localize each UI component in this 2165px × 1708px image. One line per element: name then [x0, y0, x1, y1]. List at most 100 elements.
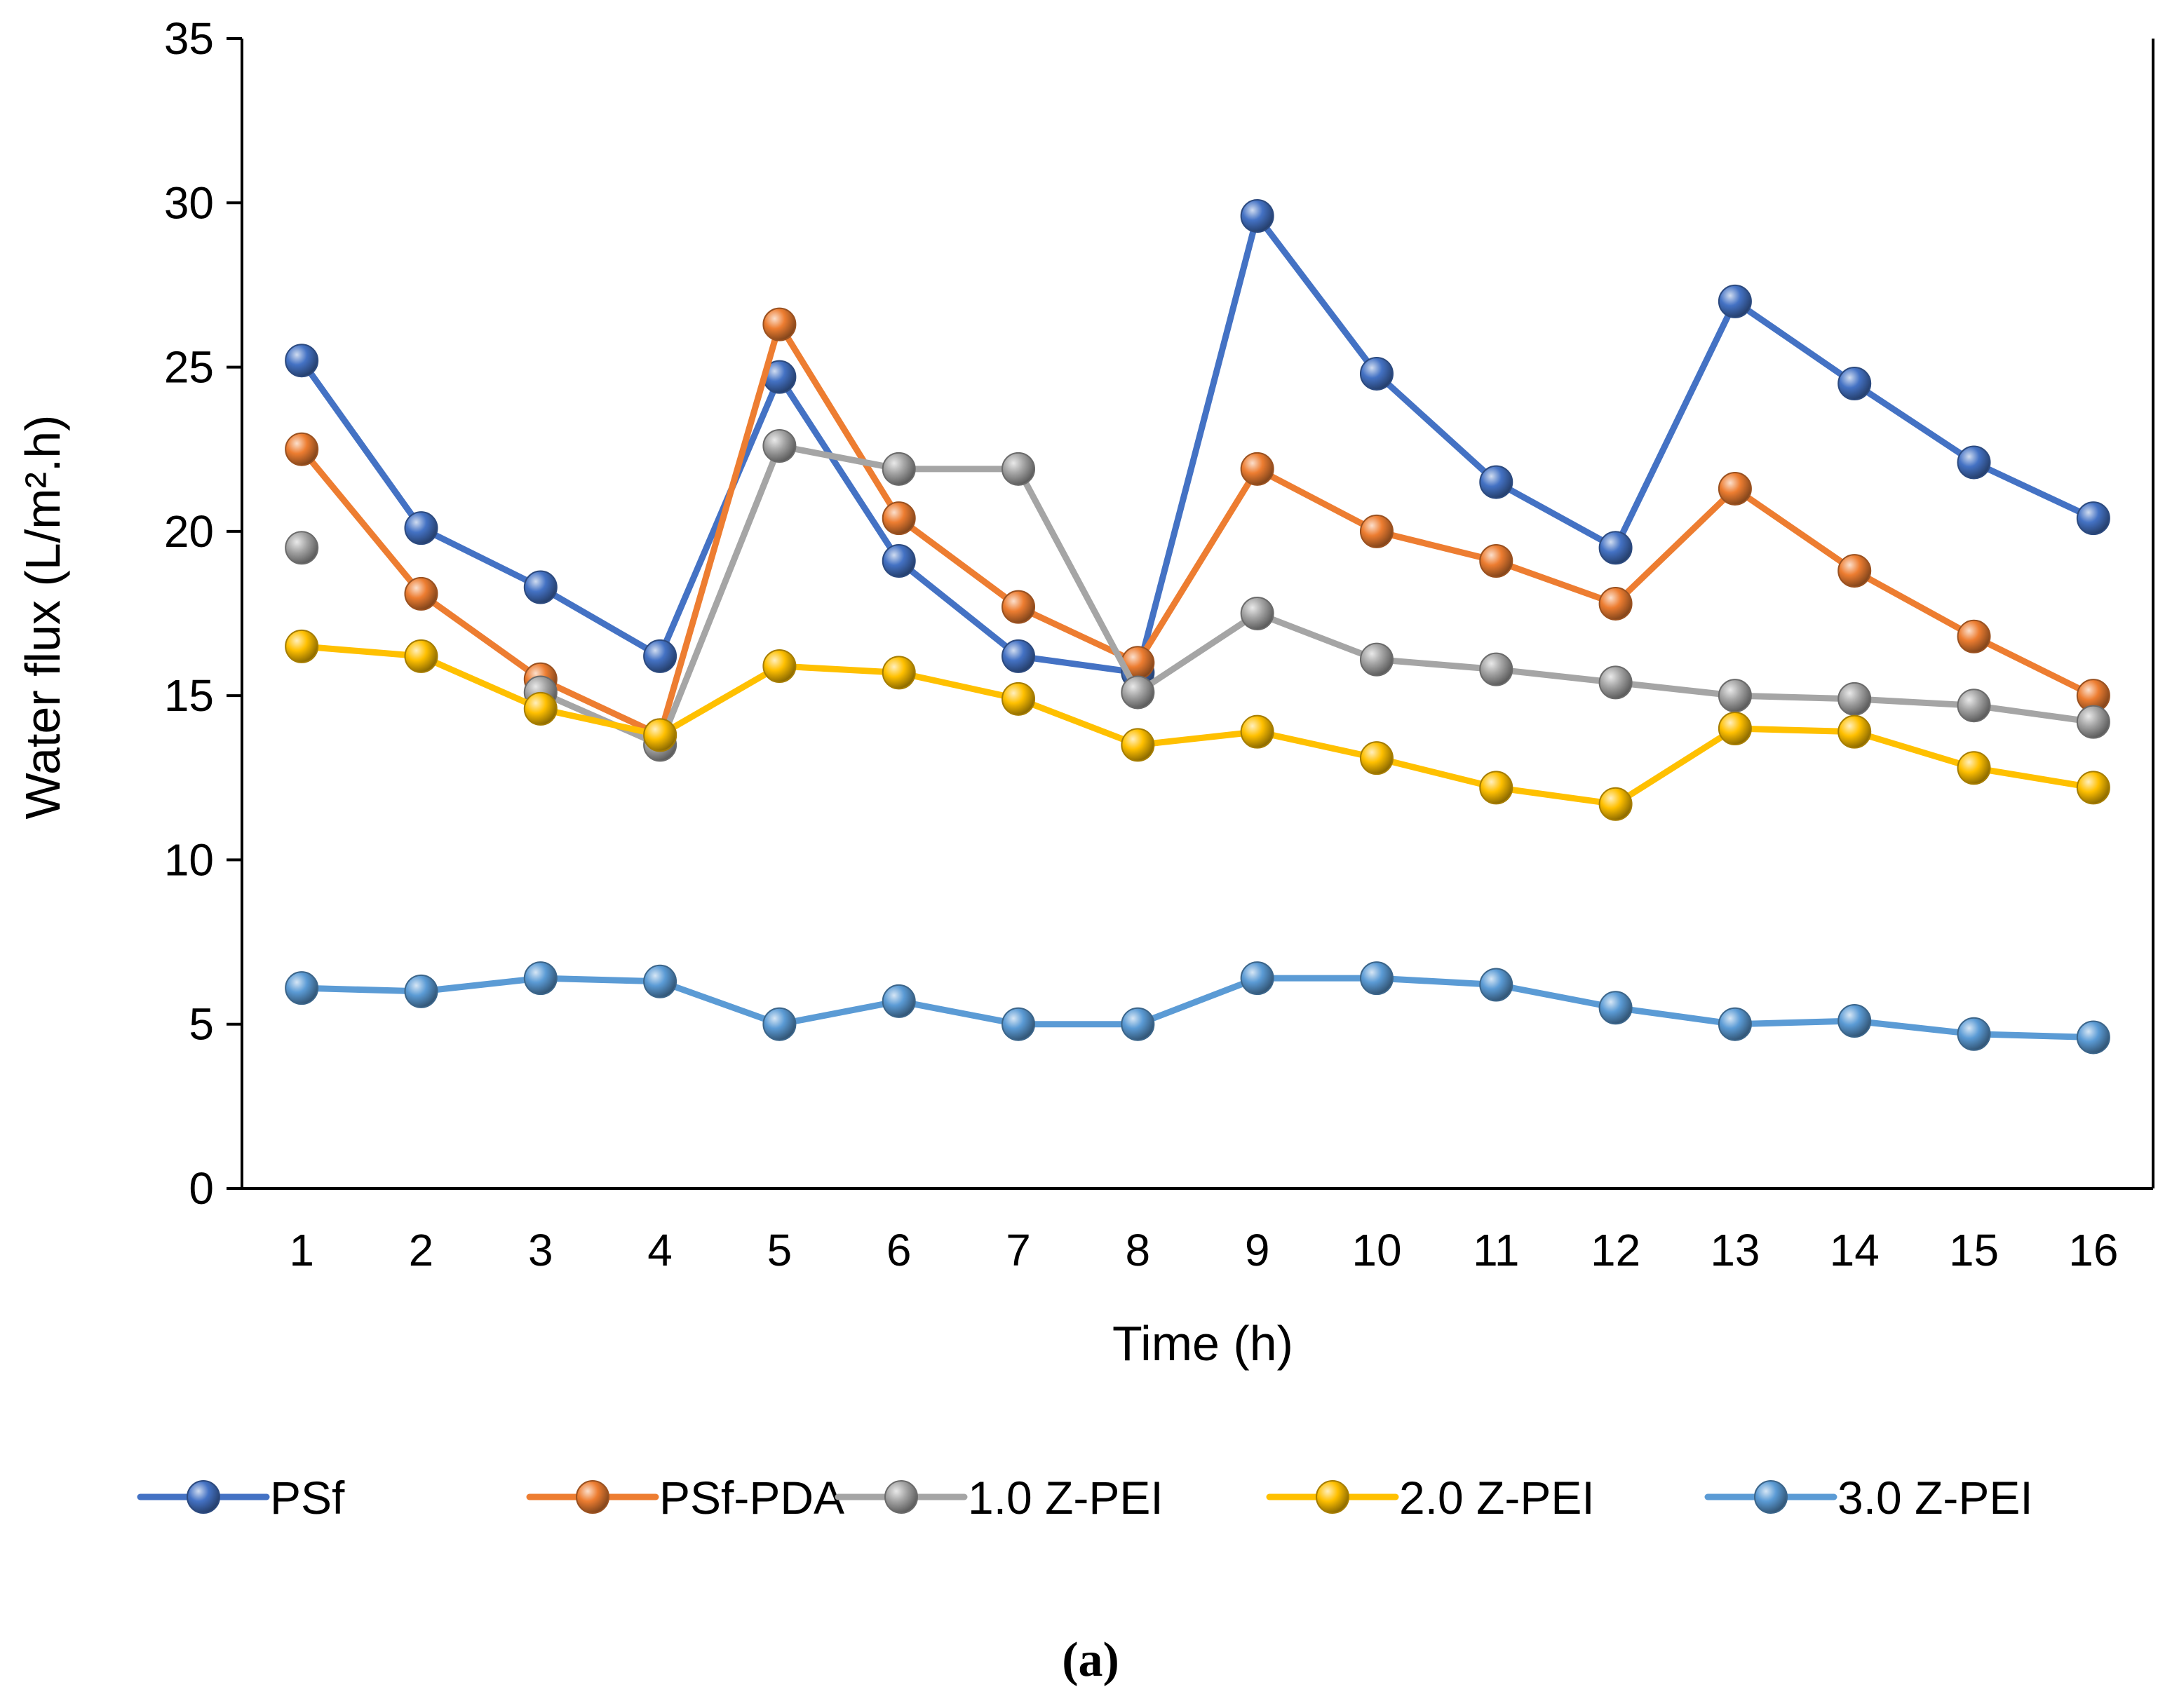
data-point [762, 649, 797, 683]
data-point [285, 344, 319, 378]
data-point [1001, 639, 1036, 673]
x-tick-label: 7 [1006, 1225, 1031, 1275]
y-tick-label: 35 [164, 13, 214, 64]
legend-item: 2.0 Z-PEI [1266, 1472, 1595, 1524]
x-tick-label: 1 [289, 1225, 314, 1275]
data-point [2076, 501, 2110, 536]
data-point [882, 544, 916, 578]
data-point [1718, 679, 1752, 713]
series-line [298, 643, 2097, 808]
data-point [285, 971, 319, 1005]
series-line [298, 321, 2097, 738]
series-1-0-z-pei [285, 429, 2110, 762]
data-point [882, 452, 916, 486]
data-point [523, 961, 558, 996]
y-tick-label: 10 [164, 834, 214, 885]
y-tick-labels: 0 5 10 15 20 25 30 35 [164, 13, 214, 1214]
data-point [1718, 1007, 1752, 1041]
data-point [285, 629, 319, 663]
data-point [1718, 284, 1752, 318]
data-point [1240, 597, 1274, 630]
data-point [404, 639, 438, 673]
data-point [1121, 675, 1155, 710]
data-point [1957, 619, 1991, 653]
legend-item: PSf-PDA [526, 1472, 844, 1524]
data-point [2076, 1020, 2110, 1055]
data-point [1240, 961, 1274, 996]
data-point [762, 1007, 797, 1041]
data-point [1359, 642, 1394, 677]
data-point [1240, 199, 1274, 233]
data-point [523, 570, 558, 604]
data-point [1001, 1007, 1036, 1041]
data-point [643, 639, 677, 673]
series-3-0-z-pei [285, 961, 2110, 1055]
x-tick-label: 14 [1830, 1225, 1880, 1275]
legend-label: 3.0 Z-PEI [1837, 1472, 2033, 1524]
data-point [882, 656, 916, 690]
data-point [643, 718, 677, 752]
y-tick-label: 15 [164, 670, 214, 721]
x-tick-label: 2 [409, 1225, 434, 1275]
legend-label: PSf [270, 1472, 345, 1524]
data-point [1837, 714, 1872, 749]
legend-swatch-marker [576, 1480, 609, 1514]
x-axis-title: Time (h) [1112, 1316, 1293, 1371]
legend-label: 1.0 Z-PEI [968, 1472, 1164, 1524]
x-tick-label: 15 [1949, 1225, 1999, 1275]
data-point [1240, 714, 1274, 749]
data-point [1957, 445, 1991, 480]
data-point [1718, 471, 1752, 506]
y-tick-label: 0 [189, 1163, 214, 1214]
data-point [1718, 712, 1752, 745]
data-point [1359, 961, 1394, 996]
data-point [1240, 452, 1274, 486]
data-point [1359, 356, 1394, 391]
legend-swatch-marker [1754, 1480, 1788, 1514]
data-point [2076, 705, 2110, 739]
legend-item: PSf [137, 1472, 345, 1524]
data-point [1001, 590, 1036, 624]
data-point [762, 307, 797, 341]
data-point [1837, 1004, 1872, 1038]
legend-item: 3.0 Z-PEI [1704, 1472, 2033, 1524]
x-tick-label: 8 [1126, 1225, 1151, 1275]
y-axis-title: Water flux (L/m².h) [15, 415, 70, 820]
data-point [1479, 771, 1513, 805]
data-point [1359, 514, 1394, 548]
data-point [1837, 367, 1872, 400]
data-point [1121, 728, 1155, 762]
data-point [1598, 531, 1633, 565]
data-point [1598, 787, 1633, 821]
x-tick-labels: 1 2 3 4 5 6 7 8 9 10 11 12 13 14 15 16 [289, 1225, 2118, 1275]
x-tick-label: 4 [647, 1225, 673, 1275]
legend-label: 2.0 Z-PEI [1399, 1472, 1595, 1524]
legend-swatch-marker [884, 1480, 918, 1514]
data-point [1598, 586, 1633, 621]
y-tick-label: 20 [164, 506, 214, 557]
data-point [404, 576, 438, 611]
y-tick-label: 5 [189, 999, 214, 1050]
legend: PSf PSf-PDA 1.0 Z-PEI 2.0 Z-PEI 3.0 Z-PEI [137, 1472, 2033, 1524]
x-tick-label: 6 [886, 1225, 912, 1275]
data-point [404, 974, 438, 1008]
data-point [1598, 665, 1633, 700]
x-tick-label: 11 [1473, 1225, 1519, 1275]
data-point [285, 531, 319, 565]
data-point [1957, 689, 1991, 723]
data-point [1837, 682, 1872, 716]
data-point [1479, 465, 1513, 499]
axes [227, 37, 2154, 1190]
y-tick-label: 25 [164, 342, 214, 393]
data-point [1957, 751, 1991, 785]
x-tick-label: 9 [1245, 1225, 1270, 1275]
series-psf-pda [285, 307, 2110, 752]
data-point [404, 511, 438, 545]
data-point [1957, 1017, 1991, 1051]
series-layer [285, 199, 2110, 1055]
data-point [1359, 741, 1394, 775]
x-tick-label: 5 [767, 1225, 793, 1275]
data-point [523, 691, 558, 726]
x-tick-label: 16 [2068, 1225, 2118, 1275]
legend-swatch-marker [187, 1480, 220, 1514]
